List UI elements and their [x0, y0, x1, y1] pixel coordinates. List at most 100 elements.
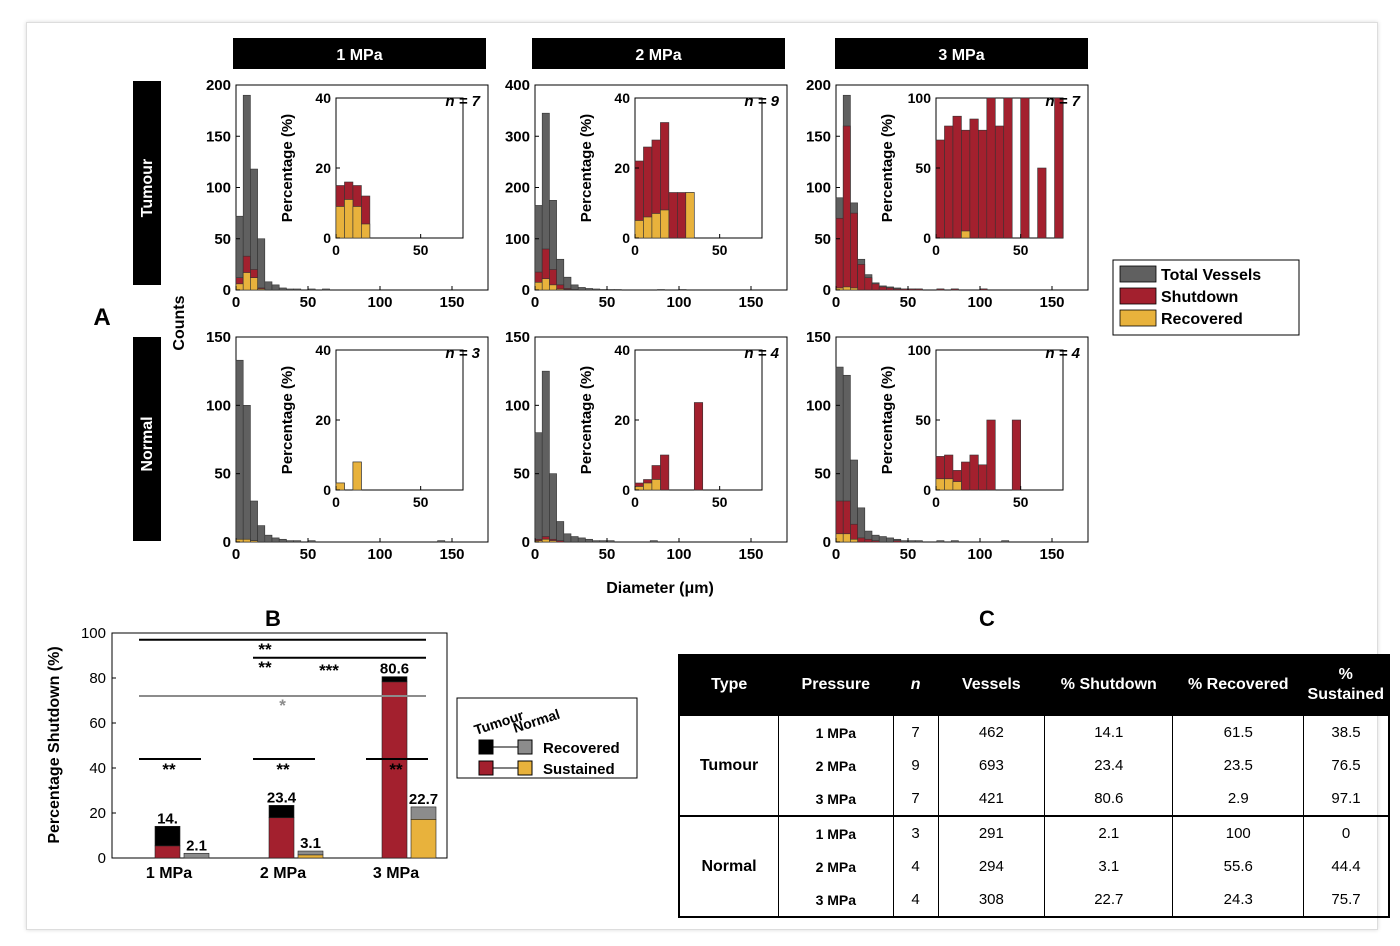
total-vessels-bar — [278, 538, 287, 543]
inset-recovered-bar — [643, 216, 653, 239]
total-vessels-bar — [549, 473, 557, 543]
table-cell: 97.1 — [1303, 782, 1389, 816]
inset-recovered-bar — [344, 199, 354, 239]
table-cell-type: Tumour — [679, 714, 779, 816]
total-vessels-bar — [271, 284, 280, 291]
tumour-sustained-bar — [381, 681, 408, 859]
tumour-sustained-bar — [268, 817, 295, 859]
b-value-label: 3.1 — [300, 835, 321, 852]
significance-label: ** — [258, 658, 272, 677]
normal-sustained-bar — [410, 818, 437, 859]
histogram-tumour-3mpa: 0 50 100 150 0 50 100 150 200 0 50 0 50 100 Percentage… — [806, 77, 1089, 311]
recovered-bar — [242, 538, 251, 543]
table-cell: 3 — [892, 815, 939, 850]
inset-shutdown-bar — [961, 129, 971, 239]
inset-y-label: Percentage (%) — [279, 114, 296, 222]
y-tick-label: 40 — [89, 760, 106, 777]
table-cell-type: Normal — [679, 815, 779, 917]
total-vessels-bar — [257, 238, 266, 291]
pressure-header-bg — [835, 38, 1088, 69]
inset-axes-box — [935, 349, 1064, 491]
inset-recovered-bar — [352, 206, 362, 239]
table-cell: 23.5 — [1172, 749, 1304, 782]
legend-b-swatch — [517, 739, 533, 755]
x-tick-label: 150 — [1039, 294, 1064, 311]
n-label: n = 4 — [1045, 345, 1080, 362]
inset-shutdown-bar — [978, 464, 988, 491]
y-tick-label: 0 — [823, 282, 831, 299]
total-vessels-bar — [592, 540, 601, 543]
significance-label: ** — [258, 640, 272, 659]
inset-shutdown-bar — [986, 419, 996, 491]
total-vessels-bar — [437, 540, 446, 543]
recovered-bar — [549, 540, 557, 543]
legend-a: Total Vessels Shutdown Recovered — [1112, 259, 1300, 336]
x-tick-label: 0 — [332, 494, 340, 510]
y-tick-label: 80 — [89, 670, 106, 687]
x-tick-label: 0 — [631, 242, 639, 258]
y-tick-label: 150 — [206, 329, 231, 346]
inset-recovered-bar — [352, 461, 362, 491]
y-tick-label: 100 — [206, 397, 231, 414]
y-tick-label: 0 — [923, 230, 931, 246]
total-vessels-bar — [264, 534, 273, 543]
total-vessels-bar — [577, 287, 586, 291]
y-tick-label: 100 — [505, 397, 530, 414]
recovered-bar — [835, 533, 844, 543]
x-tick-label: 100 — [367, 294, 392, 311]
table-body: Tumour 1 MPa 7 462 14.1 61.5 38.5 2 MPa 9 693 23.4… — [679, 714, 1389, 917]
pressure-header-bg — [532, 38, 785, 69]
inset-shutdown-bar — [693, 402, 704, 491]
inset-recovered-bar — [952, 481, 962, 491]
total-vessels-bar — [577, 537, 586, 543]
histogram-tumour-1mpa: 0 50 100 150 0 50 100 150 200 0 50 0 20 40 Percentage … — [206, 77, 489, 311]
y-tick-label: 100 — [806, 180, 831, 197]
shutdown-bar — [864, 277, 873, 291]
table-cell: 23.4 — [1044, 749, 1173, 782]
legend-swatch — [1119, 287, 1157, 305]
total-vessels-bar — [599, 540, 608, 543]
recovered-bar — [563, 289, 572, 291]
y-tick-label: 60 — [89, 715, 106, 732]
table-cell: 61.5 — [1172, 714, 1304, 749]
legend-label: Recovered — [1161, 311, 1243, 328]
shutdown-bar — [842, 125, 851, 291]
x-tick-label: 50 — [1013, 242, 1029, 258]
x-tick-label: 50 — [712, 242, 728, 258]
table-row: 2 MPa 4 294 3.1 55.6 44.4 — [679, 850, 1389, 883]
inset-recovered-bar — [651, 479, 661, 491]
shutdown-bar — [893, 540, 902, 543]
shutdown-bar — [864, 538, 873, 543]
inset-shutdown-bar — [986, 97, 996, 239]
y-tick-label: 20 — [614, 160, 630, 176]
inset-recovered-bar — [634, 486, 644, 491]
table-cell: 76.5 — [1303, 749, 1389, 782]
total-vessels-bar — [570, 536, 579, 543]
y-tick-label: 0 — [223, 534, 231, 551]
x-tick-label: 50 — [900, 294, 917, 311]
table-cell: 462 — [937, 714, 1045, 749]
inset-shutdown-bar — [1003, 97, 1013, 239]
x-tick-label: 0 — [932, 242, 940, 258]
y-tick-label: 0 — [323, 230, 331, 246]
table-cell: 3.1 — [1044, 850, 1173, 883]
table-cell: 693 — [937, 749, 1045, 782]
x-tick-label: 150 — [1039, 546, 1064, 563]
inset-recovered-bar — [335, 482, 345, 491]
inset-shutdown-bar — [969, 118, 979, 239]
y-tick-label: 200 — [806, 77, 831, 94]
significance-label: * — [279, 696, 286, 715]
inset-shutdown-bar — [668, 192, 678, 239]
shutdown-bar — [556, 540, 565, 543]
table-cell: 2.1 — [1044, 815, 1173, 850]
pressure-header-label: 2 MPa — [635, 47, 681, 64]
total-vessels-bar — [278, 287, 287, 291]
inset-shutdown-bar — [961, 461, 971, 491]
pressure-header-label: 3 MPa — [938, 47, 984, 64]
table-cell: 75.7 — [1303, 883, 1389, 917]
shutdown-bar — [835, 217, 844, 291]
total-vessels-bar — [613, 289, 622, 291]
table-cell: 7 — [892, 714, 939, 749]
tumour-recovered-bar — [381, 676, 408, 683]
b-y-axis-label: Percentage Shutdown (%) — [46, 646, 63, 843]
